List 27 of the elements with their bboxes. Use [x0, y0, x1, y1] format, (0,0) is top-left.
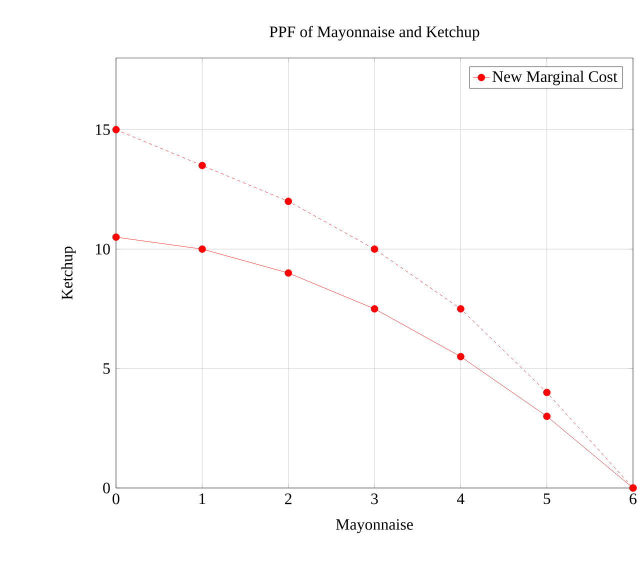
- x-tick-label: 1: [200, 494, 206, 504]
- y-tick-label: 10: [96, 244, 110, 254]
- chart-title: PPF of Mayonnaise and Ketchup: [270, 26, 480, 40]
- point: [456, 352, 464, 360]
- legend-label: New Marginal Cost: [492, 70, 618, 86]
- y-tick-label: 0: [103, 482, 110, 494]
- x-tick-label: 5: [544, 494, 550, 504]
- x-tick-label: 3: [371, 494, 378, 504]
- y-tick-label: 15: [96, 124, 110, 135]
- point: [456, 305, 464, 313]
- point: [198, 245, 206, 253]
- point: [198, 162, 206, 170]
- point: [284, 269, 292, 277]
- x-tick-label: 6: [630, 494, 637, 504]
- point: [543, 412, 551, 420]
- x-axis-title: Mayonnaise: [336, 519, 413, 534]
- point: [543, 388, 551, 396]
- point: [112, 126, 120, 134]
- point: [370, 305, 378, 313]
- point: [112, 233, 120, 241]
- x-tick-label: 2: [285, 494, 292, 504]
- y-axis-title: Ketchup: [61, 246, 76, 300]
- x-tick-label: 0: [112, 494, 120, 504]
- point: [370, 245, 378, 253]
- point: [284, 198, 292, 206]
- x-tick-label: 4: [456, 494, 464, 504]
- y-tick-label: 5: [103, 363, 110, 374]
